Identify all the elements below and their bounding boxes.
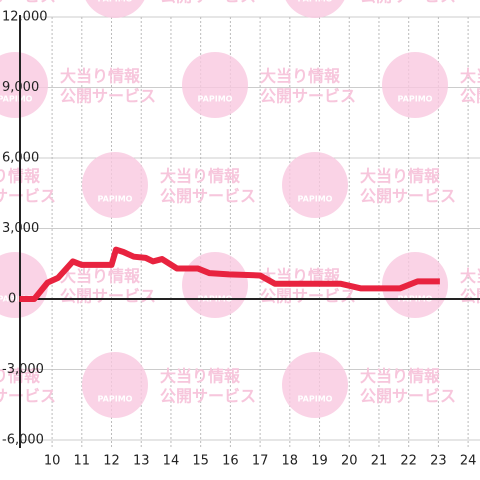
watermark-circle	[182, 252, 248, 318]
watermark-text: 大当り情報	[160, 367, 241, 386]
watermark-text: 大当り情報	[460, 267, 480, 286]
x-tick-label: 11	[74, 454, 91, 469]
watermark-circle	[285, 0, 345, 18]
watermark-circle	[182, 52, 248, 118]
watermark-text: 公開サービス	[260, 87, 356, 106]
watermark-text: 公開サービス	[160, 387, 256, 406]
watermark-text: 公開サービス	[160, 0, 256, 6]
watermark-text: 大当り情報	[360, 167, 441, 186]
x-tick-label: 22	[400, 454, 417, 469]
watermark-logo: PAPIMO	[198, 95, 233, 104]
watermark-circle	[282, 152, 348, 218]
watermark-text: 公開サービス	[0, 387, 56, 406]
x-tick-label: 14	[163, 454, 180, 469]
watermark-text: 大当り情報	[360, 367, 441, 386]
watermark-logo: PAPIMO	[298, 195, 333, 204]
watermark-text: 公開サービス	[460, 87, 480, 106]
watermark-circle	[85, 0, 145, 18]
watermark-text: 大当り情報	[60, 67, 141, 86]
y-tick-label: 3,000	[2, 221, 39, 236]
watermark-text: 大当り情報	[160, 167, 241, 186]
watermark-logo: PAPIMO	[0, 295, 33, 304]
x-tick-label: 18	[282, 454, 299, 469]
watermark-text: 公開サービス	[60, 87, 156, 106]
x-tick-label: 15	[192, 454, 209, 469]
watermark-logo: PAPIMO	[98, 195, 133, 204]
watermark-text: 公開サービス	[360, 387, 456, 406]
y-tick-label: 0	[8, 292, 16, 307]
watermark-text: 大当り情報	[60, 267, 141, 286]
watermark-circle	[382, 52, 448, 118]
watermark-circle	[82, 152, 148, 218]
data-line	[19, 246, 440, 302]
watermark-text: 公開サービス	[0, 0, 56, 6]
x-tick-label: 21	[371, 454, 388, 469]
watermark-text: 公開サービス	[460, 287, 480, 306]
watermark-logo: PAPIMO	[0, 95, 33, 104]
watermark-text: 公開サービス	[360, 187, 456, 206]
y-tick-label: -3,000	[2, 362, 44, 377]
x-tick-label: 17	[252, 454, 269, 469]
watermark-circle	[0, 52, 48, 118]
x-tick-label: 10	[44, 454, 61, 469]
x-tick-label: 12	[103, 454, 120, 469]
watermark-logo: PAPIMO	[98, 395, 133, 404]
watermark-text: 公開サービス	[360, 0, 456, 6]
watermark-text: 大当り情報	[260, 67, 341, 86]
x-tick-label: 23	[430, 454, 447, 469]
watermark-text: 公開サービス	[60, 287, 156, 306]
x-tick-label: 24	[460, 454, 477, 469]
watermark-text: 公開サービス	[260, 287, 356, 306]
watermark-circle	[282, 352, 348, 418]
watermark-logo: PAPIMO	[298, 0, 333, 4]
watermark-circle	[82, 352, 148, 418]
watermark-logo: PAPIMO	[398, 95, 433, 104]
y-tick-label: 9,000	[2, 80, 39, 95]
watermark-text: 公開サービス	[0, 187, 56, 206]
x-tick-label: 20	[341, 454, 358, 469]
y-tick-label: 6,000	[2, 151, 39, 166]
y-tick-label: 12,000	[2, 10, 48, 25]
watermark-logo: PAPIMO	[98, 0, 133, 4]
x-tick-label: 19	[311, 454, 328, 469]
watermark-logo: PAPIMO	[298, 395, 333, 404]
watermark-circle	[0, 252, 48, 318]
x-tick-label: 16	[222, 454, 239, 469]
watermark-text: 公開サービス	[160, 187, 256, 206]
x-tick-label: 13	[133, 454, 150, 469]
y-tick-label: -6,000	[2, 433, 44, 448]
watermark-text: 大当り情報	[460, 67, 480, 86]
